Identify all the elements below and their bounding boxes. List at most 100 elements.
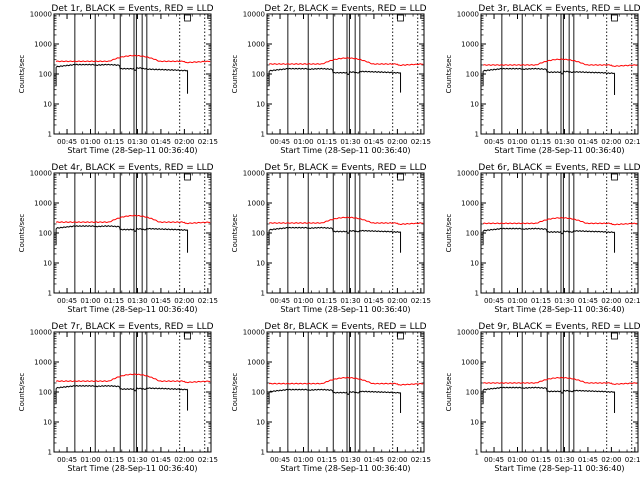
x-tick-label: 01:45 <box>578 138 598 146</box>
y-tick-label: 1000 <box>461 41 479 49</box>
x-tick-label: 02:15 <box>625 138 640 146</box>
x-tick-label: 01:00 <box>293 456 313 464</box>
panel-title: Det 5r, BLACK = Events, RED = LLD <box>264 163 426 173</box>
x-axis-label: Start Time (28-Sep-11 00:36:40) <box>67 464 197 473</box>
panel-title: Det 7r, BLACK = Events, RED = LLD <box>51 322 213 332</box>
x-tick-label: 02:00 <box>174 138 194 146</box>
y-axis-label: Counts/sec <box>18 55 26 94</box>
x-tick-label: 02:00 <box>601 456 621 464</box>
x-tick-label: 00:45 <box>270 456 290 464</box>
x-tick-label: 01:45 <box>578 297 598 305</box>
y-tick-label: 1000 <box>247 41 265 49</box>
y-tick-label: 1 <box>48 449 52 457</box>
x-tick-label: 02:15 <box>198 297 218 305</box>
y-tick-label: 10 <box>43 101 52 109</box>
interval-box-marker <box>397 14 404 22</box>
series-lld-line <box>482 376 638 385</box>
x-tick-label: 02:00 <box>387 456 407 464</box>
x-tick-label: 01:45 <box>578 456 598 464</box>
x-tick-label: 01:15 <box>531 297 551 305</box>
x-tick-label: 01:15 <box>531 456 551 464</box>
x-axis-label: Start Time (28-Sep-11 00:36:40) <box>280 146 410 155</box>
plot-frame <box>266 331 425 453</box>
series-lld-line <box>482 216 638 226</box>
y-tick-label: 1 <box>475 449 479 457</box>
x-tick-label: 02:00 <box>174 456 194 464</box>
detector-panel-7: Det 7r, BLACK = Events, RED = LLD 1 10 100 1… <box>18 322 218 473</box>
panel-title: Det 9r, BLACK = Events, RED = LLD <box>478 322 640 332</box>
x-tick-label: 02:15 <box>198 138 218 146</box>
y-tick-label: 100 <box>252 71 265 79</box>
x-tick-label: 01:45 <box>364 456 384 464</box>
panel-title: Det 8r, BLACK = Events, RED = LLD <box>264 322 426 332</box>
series-lld-line <box>55 214 211 225</box>
x-tick-label: 02:15 <box>625 456 640 464</box>
y-tick-label: 10 <box>470 260 479 268</box>
y-tick-label: 1000 <box>247 200 265 208</box>
x-tick-label: 01:30 <box>340 297 360 305</box>
x-tick-label: 01:30 <box>340 456 360 464</box>
x-tick-label: 02:00 <box>601 138 621 146</box>
series-lld-line <box>268 216 424 225</box>
interval-box-marker <box>397 332 404 340</box>
y-axis-label: Counts/sec <box>445 214 453 253</box>
detector-panel-4: Det 4r, BLACK = Events, RED = LLD 1 10 100 1… <box>18 163 218 314</box>
y-tick-label: 10000 <box>457 170 479 178</box>
interval-box-marker <box>611 14 618 22</box>
x-tick-label: 01:45 <box>151 456 171 464</box>
y-tick-label: 10000 <box>30 170 52 178</box>
detector-panel-3: Det 3r, BLACK = Events, RED = LLD 1 10 100 1… <box>445 4 640 155</box>
x-tick-label: 01:30 <box>554 138 574 146</box>
x-axis-label: Start Time (28-Sep-11 00:36:40) <box>67 305 197 314</box>
y-tick-label: 100 <box>39 71 52 79</box>
x-tick-label: 00:45 <box>484 456 504 464</box>
y-tick-label: 100 <box>466 71 479 79</box>
x-tick-label: 02:15 <box>198 456 218 464</box>
y-tick-label: 1000 <box>247 359 265 367</box>
x-tick-label: 02:00 <box>601 297 621 305</box>
x-tick-label: 01:00 <box>507 138 527 146</box>
series-events-line <box>55 63 188 72</box>
series-lld-line <box>268 376 424 386</box>
x-tick-label: 01:45 <box>364 297 384 305</box>
detector-panel-2: Det 2r, BLACK = Events, RED = LLD 1 10 100 1… <box>231 4 431 155</box>
interval-box-marker <box>184 173 191 181</box>
y-axis-label: Counts/sec <box>18 214 26 253</box>
y-tick-label: 10 <box>43 419 52 427</box>
detector-panel-9: Det 9r, BLACK = Events, RED = LLD 1 10 100 1… <box>445 322 640 473</box>
series-events-line <box>482 386 615 394</box>
y-tick-label: 10000 <box>30 329 52 337</box>
x-tick-label: 01:45 <box>151 138 171 146</box>
interval-box-marker <box>184 14 191 22</box>
x-tick-label: 02:00 <box>174 297 194 305</box>
x-tick-label: 01:15 <box>317 138 337 146</box>
panel-title: Det 2r, BLACK = Events, RED = LLD <box>264 4 426 14</box>
series-lld-line <box>55 373 211 384</box>
x-tick-label: 01:15 <box>104 297 124 305</box>
x-tick-label: 01:45 <box>364 138 384 146</box>
interval-box-marker <box>184 332 191 340</box>
series-lld-line <box>268 57 424 66</box>
x-tick-label: 02:15 <box>411 297 431 305</box>
y-axis-label: Counts/sec <box>445 55 453 94</box>
x-tick-label: 02:00 <box>387 297 407 305</box>
y-tick-label: 100 <box>252 230 265 238</box>
interval-box-marker <box>611 332 618 340</box>
series-lld-line <box>55 54 211 64</box>
x-tick-label: 02:15 <box>411 138 431 146</box>
y-tick-label: 10 <box>43 260 52 268</box>
y-tick-label: 1 <box>475 290 479 298</box>
detector-panel-1: Det 1r, BLACK = Events, RED = LLD 1 10 100 1… <box>18 4 218 155</box>
x-tick-label: 00:45 <box>57 138 77 146</box>
x-tick-label: 01:45 <box>151 297 171 305</box>
x-tick-label: 00:45 <box>57 297 77 305</box>
x-tick-label: 02:15 <box>411 456 431 464</box>
y-tick-label: 1000 <box>34 200 52 208</box>
y-tick-label: 10000 <box>30 11 52 19</box>
x-tick-label: 00:45 <box>57 456 77 464</box>
y-tick-label: 1 <box>261 131 265 139</box>
y-tick-label: 100 <box>39 230 52 238</box>
x-tick-label: 01:15 <box>104 456 124 464</box>
series-events-line <box>55 225 188 232</box>
